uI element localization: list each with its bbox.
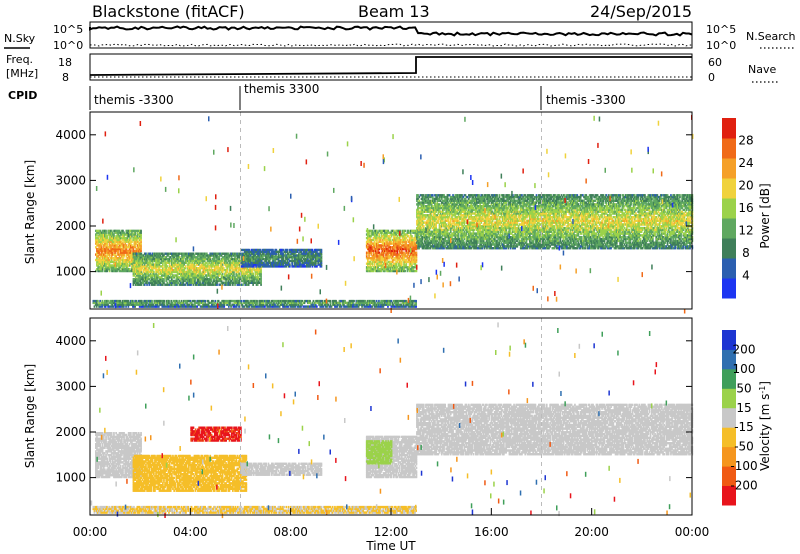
freq-panel: Freq. [MHz] 18 8 60 0 Nave [6, 53, 778, 84]
cpid-row: CPID themis -3300 themis 3300 themis -33… [8, 82, 626, 110]
station-title: Blackstone (fitACF) [92, 2, 245, 21]
nave-label: Nave [748, 63, 776, 76]
noise-sky-series [90, 27, 692, 36]
figure: Blackstone (fitACF) Beam 13 24/Sep/2015 … [0, 0, 800, 554]
noise-right-label: N.Search [746, 30, 796, 43]
power-heatmap [93, 112, 694, 314]
power-cell [140, 230, 142, 232]
freq-label-2: [MHz] [6, 67, 38, 80]
power-cell [287, 249, 289, 251]
freq-tick-bottom: 8 [62, 71, 69, 84]
noise-panel: N.Sky 10^5 10^0 10^5 10^0 N.Search [4, 22, 796, 52]
power-cell [153, 271, 155, 273]
power-cell [252, 273, 254, 275]
noise-left-tick-bottom: 10^0 [53, 39, 83, 52]
nave-tick-bottom: 0 [708, 71, 715, 84]
nave-tick-top: 60 [708, 56, 722, 69]
cpid-segment-2: themis 3300 [244, 82, 319, 96]
freq-label-1: Freq. [6, 53, 33, 66]
noise-panel-frame [90, 22, 692, 48]
noise-right-tick-bottom: 10^0 [706, 39, 736, 52]
noise-left-label: N.Sky [4, 32, 36, 45]
power-cell [185, 265, 187, 267]
date-title: 24/Sep/2015 [590, 2, 692, 21]
freq-tick-top: 18 [58, 56, 72, 69]
power-cell [105, 230, 107, 232]
freq-series [90, 57, 692, 75]
beam-title: Beam 13 [358, 2, 430, 21]
cpid-segment-3: themis -3300 [546, 93, 626, 107]
noise-search-series [90, 44, 692, 46]
noise-series [90, 27, 692, 47]
cpid-label: CPID [8, 89, 37, 102]
power-cell [289, 263, 291, 265]
noise-right-tick-top: 10^5 [706, 23, 736, 36]
noise-left-tick-top: 10^5 [53, 23, 83, 36]
cpid-segment-1: themis -3300 [94, 93, 174, 107]
